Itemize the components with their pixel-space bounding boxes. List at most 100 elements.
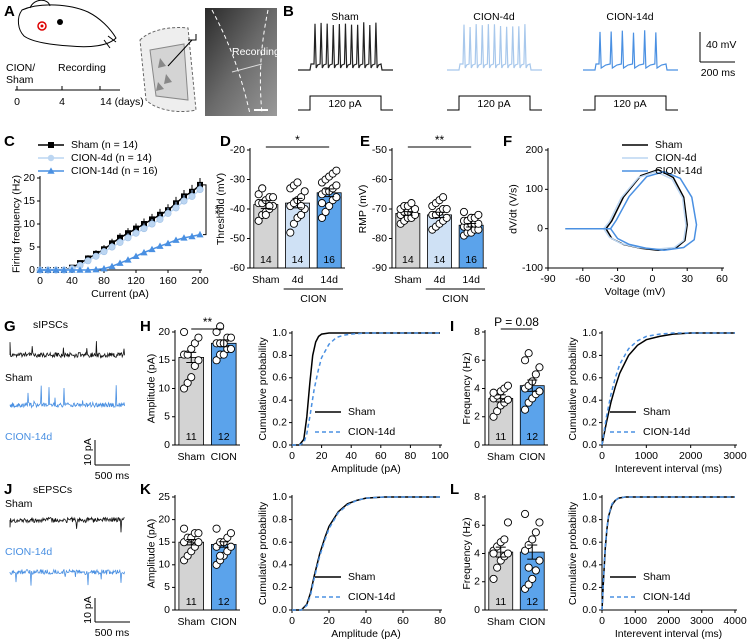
x-tick-label: 1000: [635, 450, 659, 462]
x-tick-label: 30: [681, 273, 693, 285]
x-tick-label: CION: [211, 451, 237, 463]
timeline-tick-label: 0: [14, 96, 20, 108]
significance-label: *: [295, 133, 300, 147]
y-tick-label: 20: [158, 326, 170, 338]
trace-label: CION-14d: [606, 11, 653, 23]
current-trace: [9, 516, 125, 533]
x-tick-label: 20: [316, 450, 328, 462]
x-tick-label: -30: [610, 273, 625, 285]
data-point: [216, 551, 225, 560]
data-point: [261, 210, 270, 219]
target-mark: [37, 21, 47, 31]
data-point: [521, 356, 530, 365]
x-tick-label: Sham: [394, 274, 422, 286]
x-tick-label: 60: [375, 450, 387, 462]
marker: [132, 252, 140, 259]
significance-label: P = 0.08: [494, 315, 539, 329]
x-axis-label: Voltage (mV): [605, 286, 666, 298]
panel-label: G: [4, 318, 16, 335]
panel-label: C: [4, 133, 15, 150]
data-point: [524, 349, 533, 358]
y-tick-label: -60: [372, 173, 387, 185]
timeline-tick-label: 14 (days): [100, 96, 144, 108]
n-label: 12: [526, 596, 538, 608]
data-point: [407, 199, 416, 208]
y-tick-label: 15: [23, 195, 35, 207]
marker: [100, 265, 108, 272]
marker: [172, 204, 180, 212]
n-label: 14: [260, 254, 272, 266]
series-line: [292, 332, 440, 446]
group-label: CION: [442, 293, 468, 305]
voltage-trace: [583, 30, 678, 71]
marker: [60, 266, 68, 273]
y-tick-label: 2: [474, 411, 480, 423]
y-tick-label: 0: [164, 604, 170, 616]
mouse-ear: [29, 0, 51, 9]
y-tick-label: 0.4: [582, 394, 597, 406]
y-tick-label: 4: [474, 382, 480, 394]
y-axis-label: Cumulative probability: [257, 337, 269, 441]
x-tick-label: 0: [599, 450, 605, 462]
legend-label: CION-14d: [348, 426, 395, 438]
marker: [92, 252, 100, 260]
x-tick-label: 4000: [723, 615, 747, 627]
data-point: [503, 395, 513, 404]
x-tick-label: Sham: [178, 451, 206, 463]
data-point: [531, 528, 540, 537]
x-tick-label: 3000: [690, 615, 714, 627]
bar: [178, 357, 204, 446]
x-axis-label: Amplitude (pA): [331, 463, 400, 475]
x-tick-label: 100: [431, 450, 449, 462]
y-tick-label: -20: [230, 144, 245, 156]
timeline-tick-label: 4: [59, 96, 65, 108]
data-point: [226, 344, 235, 354]
x-tick-label: 4d: [292, 274, 304, 286]
target-dot: [40, 24, 44, 28]
y-tick-label: 10: [158, 559, 170, 571]
y-tick-label: 8: [474, 326, 480, 338]
data-point: [226, 529, 235, 538]
marker: [148, 220, 156, 228]
group-label: Sham: [6, 74, 34, 86]
marker: [140, 225, 148, 233]
electrode: [167, 39, 193, 67]
panel-label: L: [450, 481, 459, 498]
y-tick-label: 0.0: [272, 439, 287, 451]
data-point: [489, 412, 498, 421]
y-tick-label: 0: [164, 439, 170, 451]
x-tick-label: Sham: [252, 274, 280, 286]
y-axis-label: Cumulative probability: [567, 501, 579, 605]
data-point: [442, 204, 451, 214]
y-tick-label: 0.2: [582, 581, 597, 593]
scale-label: 200 ms: [701, 67, 735, 79]
y-tick-label: 0.2: [272, 416, 287, 428]
data-point: [528, 535, 537, 544]
data-point: [212, 524, 221, 533]
data-point: [300, 187, 309, 196]
data-point: [528, 574, 537, 583]
n-label: 14: [292, 254, 304, 266]
marker: [117, 234, 123, 241]
mouse-eye: [57, 19, 63, 25]
marker: [132, 229, 140, 237]
series-line: [601, 332, 735, 446]
y-tick-label: 0.4: [582, 559, 597, 571]
legend-label: Sham: [643, 406, 671, 418]
x-tick-label: -60: [575, 273, 590, 285]
data-point: [254, 190, 263, 199]
y-tick-label: 0.8: [272, 513, 287, 525]
y-tick-label: -100: [522, 262, 543, 274]
y-tick-label: 0: [474, 439, 480, 451]
data-point: [503, 549, 513, 558]
x-tick-label: 14d: [462, 274, 480, 286]
data-point: [194, 538, 203, 547]
panel-g: G sIPSCs Sham CION-14d 10 pA 500 ms: [4, 318, 130, 482]
y-tick-label: 5: [164, 581, 170, 593]
marker: [92, 265, 100, 273]
marker: [196, 230, 204, 238]
n-label: 16: [465, 254, 477, 266]
legend-marker: [47, 167, 55, 174]
current-trace: [9, 385, 125, 409]
x-axis-label: Amplitude (pA): [331, 628, 400, 640]
